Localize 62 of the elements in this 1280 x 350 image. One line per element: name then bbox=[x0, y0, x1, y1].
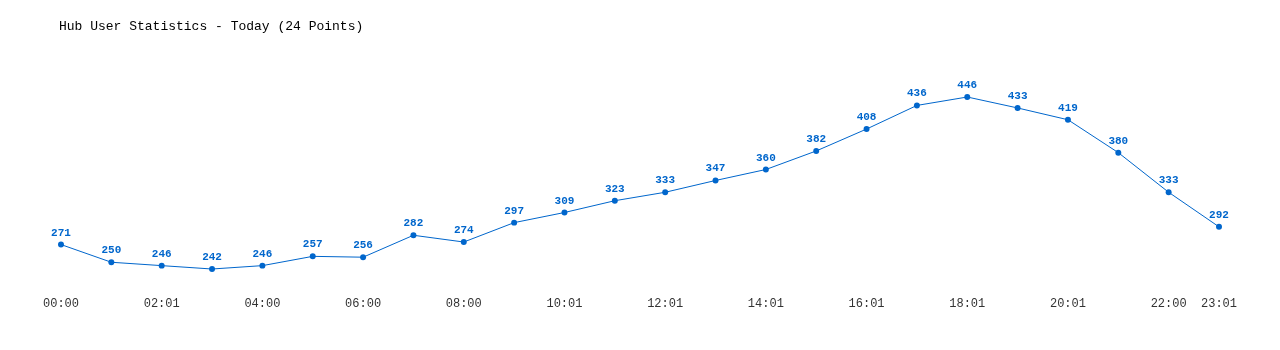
x-tick-label: 16:01 bbox=[848, 297, 885, 311]
data-label: 257 bbox=[302, 238, 323, 251]
point bbox=[964, 94, 971, 100]
x-tick-label: 18:01 bbox=[949, 297, 986, 311]
data-label: 433 bbox=[1007, 89, 1028, 102]
x-tick-label: 22:00 bbox=[1150, 297, 1187, 311]
point bbox=[712, 177, 719, 184]
data-label: 333 bbox=[1158, 174, 1179, 187]
point bbox=[209, 266, 216, 272]
data-label: 256 bbox=[353, 239, 373, 252]
x-tick-label: 00:00 bbox=[42, 297, 80, 311]
data-label: 347 bbox=[705, 162, 726, 175]
point bbox=[1014, 104, 1021, 111]
point bbox=[158, 262, 165, 269]
x-tick-label: 08:00 bbox=[445, 297, 482, 311]
point bbox=[460, 239, 467, 245]
data-label: 292 bbox=[1209, 208, 1229, 221]
data-label: 446 bbox=[957, 79, 978, 91]
chart-title: Hub User Statistics - Today (24 Points) bbox=[59, 19, 364, 34]
data-label: 408 bbox=[856, 111, 877, 124]
data-label: 246 bbox=[252, 247, 273, 260]
point bbox=[1115, 149, 1122, 156]
x-tick-label: 02:01 bbox=[143, 297, 180, 311]
point bbox=[108, 259, 115, 266]
data-label: 436 bbox=[907, 87, 927, 100]
point bbox=[360, 254, 367, 261]
point bbox=[611, 197, 618, 204]
x-tick-label: 04:00 bbox=[244, 297, 281, 311]
point bbox=[1165, 189, 1172, 196]
point bbox=[511, 219, 518, 226]
data-label: 297 bbox=[504, 204, 525, 217]
data-label: 242 bbox=[202, 251, 222, 263]
data-label: 382 bbox=[806, 132, 827, 145]
point bbox=[662, 189, 669, 196]
data-label: 323 bbox=[604, 182, 626, 195]
point bbox=[813, 147, 820, 154]
point bbox=[309, 253, 316, 260]
data-label: 360 bbox=[755, 151, 776, 164]
x-tick-label: 23:01 bbox=[1200, 297, 1238, 311]
point bbox=[410, 232, 417, 239]
x-tick-label: 20:01 bbox=[1049, 297, 1086, 311]
data-label: 274 bbox=[453, 224, 475, 237]
point bbox=[913, 102, 920, 109]
point bbox=[863, 126, 870, 133]
point bbox=[561, 209, 568, 216]
data-label: 282 bbox=[403, 217, 424, 230]
data-label: 380 bbox=[1108, 134, 1129, 147]
x-tick-label: 14:01 bbox=[747, 297, 784, 311]
x-tick-label: 12:01 bbox=[647, 297, 684, 311]
data-label: 246 bbox=[151, 247, 172, 260]
data-label: 419 bbox=[1058, 101, 1078, 114]
x-tick-label: 06:00 bbox=[345, 297, 382, 311]
point bbox=[1064, 116, 1071, 123]
x-tick-label: 10:01 bbox=[546, 297, 583, 311]
point bbox=[762, 166, 769, 173]
data-label: 333 bbox=[655, 174, 676, 187]
data-label: 250 bbox=[101, 244, 122, 257]
point bbox=[1216, 223, 1222, 230]
point bbox=[58, 241, 64, 248]
data-label: 309 bbox=[554, 194, 575, 207]
point bbox=[259, 262, 266, 269]
data-label: 271 bbox=[51, 226, 72, 239]
